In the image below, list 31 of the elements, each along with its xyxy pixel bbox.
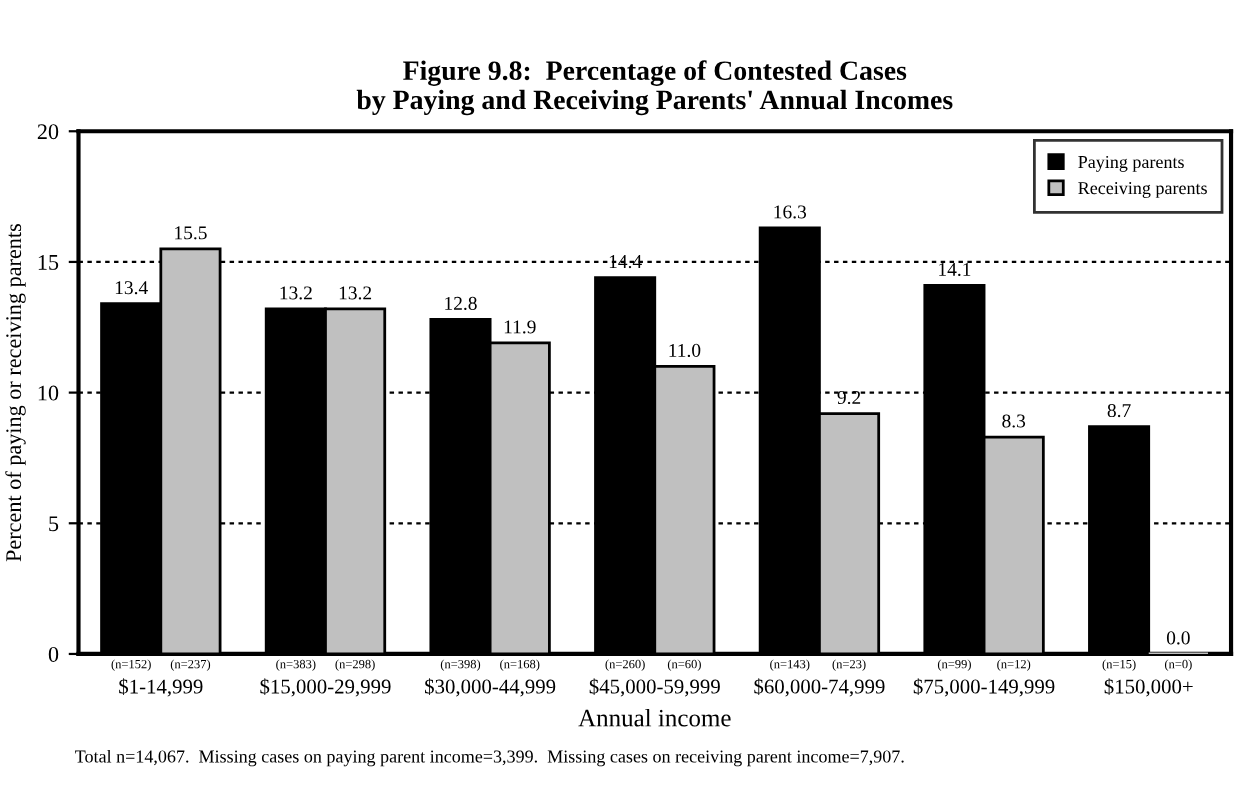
data-label: 12.8 — [445, 296, 477, 311]
y-tick-label: 0 — [48, 646, 59, 662]
x-axis-title: Annual income — [578, 708, 731, 727]
text: Total n=14,067. Missing cases on paying parent income=3,399. Missing cases on receiving parent income=7,907. — [75, 749, 904, 767]
x-tick-label: $15,000-29,999 — [260, 678, 391, 697]
x-tick-label: $150,000+ — [1104, 678, 1193, 697]
y-tick-label: 5 — [49, 516, 59, 532]
x-tick-label: $1-14,999 — [119, 678, 203, 697]
y-tick-label: 15 — [38, 254, 59, 270]
x-tick-label: $60,000-74,999 — [754, 678, 885, 697]
data-label: 9.2 — [837, 390, 861, 405]
data-label: 13.4 — [115, 281, 148, 295]
y-axis-title: Percent of paying or receiving parents — [5, 224, 26, 562]
data-label: 0.0 — [1166, 631, 1190, 645]
data-label: 13.2 — [280, 286, 312, 300]
data-label: 13.2 — [339, 286, 372, 300]
data-label: 16.3 — [774, 205, 807, 219]
data-label: 8.7 — [1107, 403, 1131, 418]
x-tick-label: $30,000-44,999 — [425, 678, 556, 697]
chart-title: Figure 9.8: Percentage of Contested Cases by Paying and Receiving Parents' Annual Incomes — [356, 60, 953, 116]
x-tick-label: $45,000-59,999 — [589, 678, 720, 697]
data-label: 11.0 — [669, 343, 701, 358]
legend-label: Paying parents — [1078, 155, 1184, 172]
data-label: 14.1 — [939, 262, 971, 277]
legend-label: Receiving parents — [1078, 182, 1207, 198]
y-tick-label: 20 — [37, 124, 59, 140]
y-tick-label: 10 — [38, 385, 59, 401]
data-label: 15.5 — [175, 226, 207, 240]
data-label: 11.9 — [504, 320, 536, 334]
data-label: 8.3 — [1002, 414, 1026, 428]
x-tick-label: $75,000-149,999 — [913, 678, 1055, 697]
